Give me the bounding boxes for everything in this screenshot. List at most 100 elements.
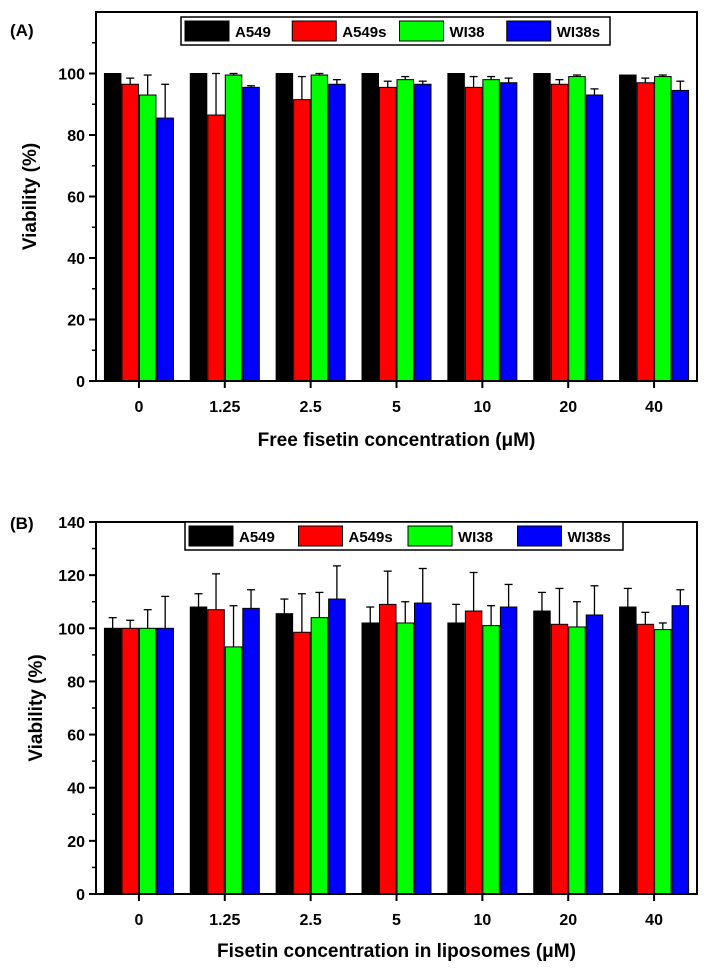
y-tick-label: 60 xyxy=(67,190,85,207)
legend-swatch-a549 xyxy=(188,525,234,547)
bar-wi38s-5 xyxy=(414,83,432,382)
legend-swatch-a549s xyxy=(291,20,337,42)
legend: A549 A549s WI38 WI38s xyxy=(180,16,611,46)
y-tick-label: 40 xyxy=(67,251,85,268)
x-tick-label: 20 xyxy=(559,912,577,929)
bar-wi38s-1.25 xyxy=(242,607,260,895)
bar-wi38-2.5 xyxy=(310,617,329,895)
y-tick-label: 120 xyxy=(58,568,85,585)
bar-a549s-20 xyxy=(550,83,569,382)
bar-wi38s-40 xyxy=(671,605,690,895)
bar-a549s-40 xyxy=(636,82,655,382)
y-tick-label: 60 xyxy=(67,728,85,745)
bar-a549s-20 xyxy=(550,623,569,895)
legend-swatch-wi38s xyxy=(517,525,562,547)
y-tick-label: 0 xyxy=(76,887,85,904)
legend-label-wi38s: WI38s xyxy=(557,24,600,41)
x-tick-label: 2.5 xyxy=(300,399,322,416)
bar-wi38-1.25 xyxy=(224,646,243,895)
legend-swatch-wi38 xyxy=(407,525,453,547)
x-tick-label: 40 xyxy=(645,912,663,929)
bar-wi38s-40 xyxy=(671,89,690,382)
panel-label: (A) xyxy=(10,21,34,40)
bar-wi38-1.25 xyxy=(224,74,243,382)
bar-wi38s-20 xyxy=(585,94,604,382)
x-tick-label: 1.25 xyxy=(209,399,240,416)
bar-wi38-10 xyxy=(482,625,500,895)
x-tick-label: 10 xyxy=(473,912,491,929)
bar-a549-40 xyxy=(619,74,637,382)
x-tick-label: 5 xyxy=(392,399,401,416)
y-tick-label: 20 xyxy=(67,313,85,330)
bar-wi38s-20 xyxy=(585,614,604,895)
bar-a549-20 xyxy=(533,73,551,382)
legend-swatch-wi38s xyxy=(506,20,552,42)
legend-label-a549: A549 xyxy=(235,24,271,41)
x-tick-label: 0 xyxy=(134,912,143,929)
y-axis-title: Viability (%) xyxy=(20,143,41,250)
legend-label-a549s: A549s xyxy=(349,529,393,546)
bar-a549-1.25 xyxy=(189,606,208,895)
y-tick-label: 80 xyxy=(67,674,85,691)
bar-a549s-40 xyxy=(636,623,655,895)
bar-wi38s-5 xyxy=(414,602,432,895)
x-tick-label: 5 xyxy=(392,912,401,929)
bar-a549-10 xyxy=(447,73,465,382)
y-tick-label: 100 xyxy=(58,67,85,84)
bar-a549s-2.5 xyxy=(293,99,311,382)
bar-wi38-2.5 xyxy=(310,74,329,382)
legend-swatch-a549s xyxy=(298,525,343,547)
bar-wi38s-0 xyxy=(156,627,174,895)
legend: A549 A549s WI38 WI38s xyxy=(184,521,624,551)
bar-a549-5 xyxy=(361,622,379,895)
bar-a549s-0 xyxy=(121,83,139,382)
y-tick-label: 40 xyxy=(67,781,85,798)
bar-a549s-5 xyxy=(379,86,397,382)
bar-wi38s-2.5 xyxy=(328,598,346,895)
x-tick-label: 2.5 xyxy=(300,912,322,929)
bar-a549-0 xyxy=(103,627,122,895)
x-axis-title: Fisetin concentration in liposomes (μM) xyxy=(217,941,576,962)
y-tick-label: 100 xyxy=(58,621,85,638)
bar-a549s-1.25 xyxy=(207,114,225,382)
bar-a549-20 xyxy=(533,610,551,895)
bar-wi38-0 xyxy=(138,627,157,895)
x-tick-label: 0 xyxy=(134,399,143,416)
legend-label-wi38: WI38 xyxy=(450,24,485,41)
bar-wi38-5 xyxy=(396,79,414,382)
bar-wi38s-1.25 xyxy=(242,86,260,382)
bar-a549s-10 xyxy=(464,86,483,382)
bar-a549s-5 xyxy=(379,603,397,895)
legend-label-wi38s: WI38s xyxy=(568,529,611,546)
x-tick-label: 40 xyxy=(645,399,663,416)
bar-a549s-10 xyxy=(464,610,483,895)
legend-label-wi38: WI38 xyxy=(458,529,493,546)
bar-wi38-20 xyxy=(568,626,586,895)
bar-wi38s-10 xyxy=(499,82,518,382)
bar-a549s-1.25 xyxy=(207,609,225,895)
x-axis-title: Free fisetin concentration (μM) xyxy=(258,430,536,451)
x-tick-label: 10 xyxy=(473,399,491,416)
bar-wi38-40 xyxy=(654,629,672,895)
bar-wi38-40 xyxy=(654,76,672,382)
legend-swatch-wi38 xyxy=(399,20,444,42)
bar-a549-2.5 xyxy=(275,73,294,382)
bar-wi38s-0 xyxy=(156,117,174,382)
legend-label-a549s: A549s xyxy=(342,24,386,41)
bar-wi38-20 xyxy=(568,76,586,382)
panel-label: (B) xyxy=(10,514,34,533)
bar-wi38-5 xyxy=(396,622,414,895)
bar-a549s-0 xyxy=(121,627,139,895)
bar-a549-40 xyxy=(619,606,637,895)
y-tick-label: 80 xyxy=(67,128,85,145)
y-tick-label: 20 xyxy=(67,834,85,851)
bar-wi38s-10 xyxy=(499,606,518,895)
y-axis-title: Viability (%) xyxy=(26,654,47,761)
bar-wi38s-2.5 xyxy=(328,83,346,382)
bar-a549s-2.5 xyxy=(293,631,311,895)
bar-a549-10 xyxy=(447,622,465,895)
bar-a549-2.5 xyxy=(275,613,294,895)
legend-swatch-a549 xyxy=(184,20,230,42)
bar-wi38-0 xyxy=(138,94,157,382)
